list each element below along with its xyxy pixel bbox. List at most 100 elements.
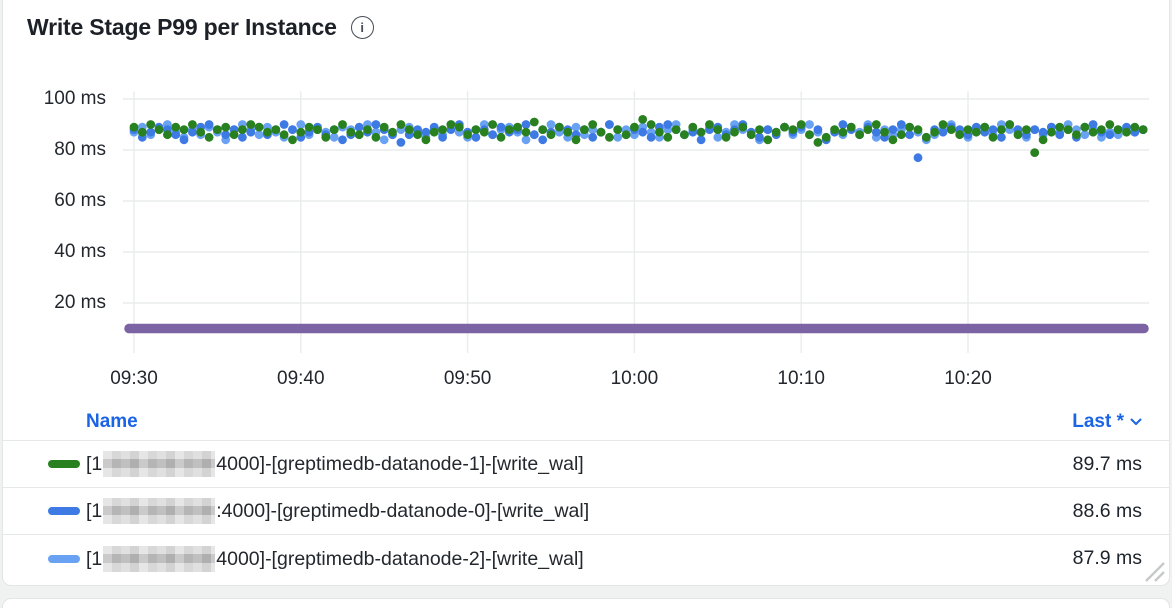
- data-point: [463, 130, 472, 140]
- x-axis-label: 10:20: [944, 368, 992, 389]
- data-point: [1097, 125, 1106, 134]
- chart-plot-area[interactable]: [3, 0, 1169, 400]
- data-point: [163, 130, 172, 140]
- data-point: [1113, 125, 1123, 134]
- data-point: [546, 130, 556, 140]
- series-marker[interactable]: [48, 460, 80, 468]
- data-point: [1130, 122, 1140, 132]
- data-point: [613, 125, 623, 134]
- data-point: [1063, 125, 1073, 134]
- data-point: [1105, 120, 1115, 129]
- data-point: [296, 127, 306, 137]
- data-point: [379, 135, 389, 145]
- data-point: [871, 120, 881, 129]
- series-label[interactable]: [1 4000]-[greptimedb-datanode-2]-[write_w…: [86, 545, 584, 572]
- data-point: [129, 122, 139, 132]
- data-point: [605, 120, 614, 129]
- legend-sort-name[interactable]: Name: [86, 411, 138, 432]
- data-point: [571, 122, 581, 132]
- data-point: [538, 125, 548, 134]
- data-point: [504, 125, 514, 134]
- redacted-ip: [103, 498, 216, 524]
- series-marker[interactable]: [48, 507, 80, 515]
- data-point: [963, 125, 973, 134]
- data-point: [254, 122, 264, 132]
- data-point: [488, 120, 497, 129]
- data-point: [646, 120, 656, 129]
- legend-row[interactable]: [1:4000]-[greptimedb-datanode-0]-[write_…: [3, 488, 1169, 535]
- data-point: [755, 132, 764, 142]
- series-label[interactable]: [1:4000]-[greptimedb-datanode-0]-[write_…: [86, 498, 590, 524]
- data-point: [188, 127, 197, 137]
- data-point: [338, 120, 347, 129]
- data-point: [838, 127, 848, 137]
- data-point: [755, 125, 764, 134]
- data-point: [721, 132, 731, 142]
- data-point: [304, 122, 314, 132]
- series-last-value: 87.9 ms: [1072, 547, 1142, 569]
- data-point: [888, 135, 898, 145]
- data-point: [905, 130, 914, 140]
- data-point: [588, 120, 598, 129]
- data-point: [404, 125, 414, 134]
- data-point: [838, 120, 848, 129]
- data-point: [1055, 130, 1065, 140]
- data-point: [421, 127, 431, 137]
- data-point: [821, 132, 831, 142]
- data-point: [571, 135, 581, 145]
- data-point: [896, 130, 906, 140]
- data-point: [454, 122, 464, 132]
- data-point: [288, 125, 297, 134]
- legend-row[interactable]: [1 4000]-[greptimedb-datanode-2]-[write_w…: [3, 535, 1169, 582]
- legend-row[interactable]: [1 4000]-[greptimedb-datanode-1]-[write_w…: [3, 441, 1169, 488]
- data-point: [179, 125, 189, 134]
- data-point: [938, 127, 948, 137]
- data-point: [221, 130, 231, 140]
- data-point: [1030, 148, 1040, 158]
- data-point: [1105, 130, 1115, 140]
- series-label[interactable]: [1 4000]-[greptimedb-datanode-1]-[write_w…: [86, 451, 584, 477]
- data-point: [655, 127, 664, 137]
- data-point: [1088, 127, 1098, 137]
- data-point: [446, 120, 456, 129]
- data-point: [471, 125, 481, 134]
- data-point: [930, 127, 939, 137]
- data-point: [396, 138, 406, 147]
- data-point: [997, 125, 1006, 134]
- data-point: [379, 122, 389, 132]
- data-point: [805, 130, 814, 140]
- data-point: [905, 122, 914, 132]
- data-point: [746, 130, 756, 140]
- y-axis-label: 100 ms: [43, 88, 106, 109]
- panel-resize-handle[interactable]: [1142, 559, 1166, 583]
- data-point: [521, 135, 531, 145]
- data-point: [229, 130, 239, 140]
- data-point: [196, 127, 206, 137]
- data-point: [880, 127, 889, 137]
- legend-sort-last-label: Last *: [1072, 411, 1124, 432]
- legend-sort-last[interactable]: Last *: [1072, 411, 1142, 433]
- data-point: [146, 127, 156, 137]
- data-point: [663, 120, 673, 129]
- series-marker[interactable]: [48, 554, 80, 563]
- redacted-ip: [103, 545, 216, 572]
- data-point: [179, 135, 189, 145]
- data-point: [371, 132, 381, 142]
- data-point: [855, 130, 864, 140]
- data-point: [496, 122, 506, 132]
- timeseries-chart[interactable]: 100 ms 80 ms 60 ms 40 ms 20 ms 09:30 09:40 09:…: [3, 0, 1169, 400]
- info-icon[interactable]: i: [350, 16, 374, 39]
- data-point: [705, 120, 714, 129]
- data-point: [1080, 130, 1090, 140]
- data-point: [913, 125, 923, 134]
- data-point: [338, 135, 347, 145]
- data-point: [638, 127, 648, 137]
- panel-title: Write Stage P99 per Instance: [27, 14, 337, 40]
- data-point: [429, 127, 439, 137]
- data-point: [988, 132, 998, 142]
- data-point: [1088, 120, 1098, 129]
- data-point: [1005, 120, 1015, 129]
- data-point: [738, 122, 748, 132]
- data-point: [563, 127, 573, 137]
- data-point: [1030, 125, 1040, 134]
